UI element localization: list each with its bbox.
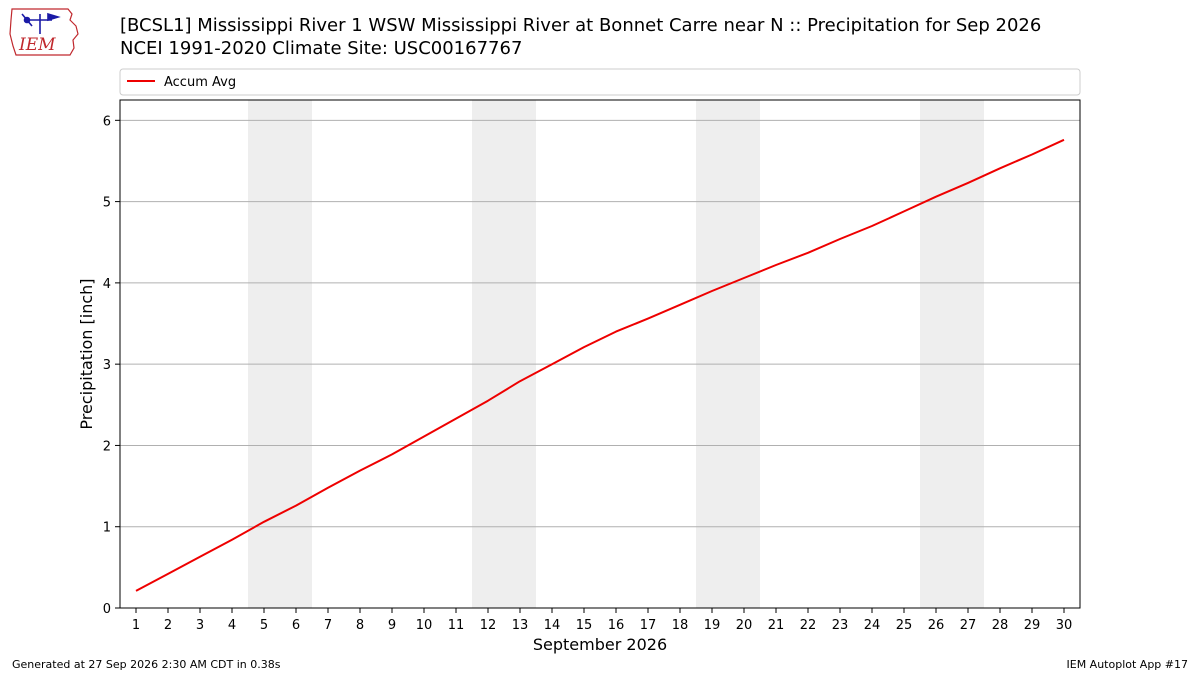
x-tick-label-11: 11: [448, 618, 465, 633]
iowa-outline-icon: [9, 8, 79, 56]
x-tick-label-3: 3: [196, 618, 204, 633]
x-axis-label: September 2026: [533, 635, 667, 654]
x-tick-label-19: 19: [704, 618, 721, 633]
weekend-band-3: [696, 100, 760, 608]
y-tick-label-3: 3: [103, 358, 111, 373]
x-tick-label-5: 5: [260, 618, 268, 633]
x-tick-label-29: 29: [1024, 618, 1041, 633]
x-tick-label-30: 30: [1056, 618, 1073, 633]
logo-text: IEM: [18, 35, 56, 55]
x-tick-label-2: 2: [164, 618, 172, 633]
x-tick-label-9: 9: [388, 618, 396, 633]
x-tick-label-12: 12: [480, 618, 497, 633]
weekend-band-1: [248, 100, 312, 608]
x-tick-label-18: 18: [672, 618, 689, 633]
y-tick-label-5: 5: [103, 196, 111, 211]
x-axis: 1 2 3 4 5 6 7 8 9 10 11 12 13 14 15 16 17 18 19 20 21 22 23 24 2…: [132, 608, 1072, 633]
x-tick-label-13: 13: [512, 618, 529, 633]
y-tick-label-1: 1: [103, 521, 111, 536]
x-tick-label-23: 23: [832, 618, 849, 633]
x-tick-label-22: 22: [800, 618, 817, 633]
footer-generated: Generated at 27 Sep 2026 2:30 AM CDT in …: [12, 658, 281, 671]
x-tick-label-20: 20: [736, 618, 753, 633]
x-tick-label-10: 10: [416, 618, 433, 633]
legend-label-accum-avg: Accum Avg: [164, 75, 236, 90]
x-tick-label-27: 27: [960, 618, 977, 633]
x-tick-label-15: 15: [576, 618, 593, 633]
weekend-band-4: [920, 100, 984, 608]
x-tick-label-25: 25: [896, 618, 913, 633]
y-axis: 0 1 2 3 4 5 6: [103, 114, 120, 617]
plot-frame: [119, 99, 1081, 609]
x-tick-label-26: 26: [928, 618, 945, 633]
weekend-band-2: [472, 100, 536, 608]
x-tick-label-28: 28: [992, 618, 1009, 633]
x-tick-label-17: 17: [640, 618, 657, 633]
footer-app: IEM Autoplot App #17: [1067, 658, 1189, 671]
chart-subtitle: NCEI 1991-2020 Climate Site: USC00167767: [120, 38, 522, 59]
chart-title: [BCSL1] Mississippi River 1 WSW Mississi…: [120, 15, 1041, 36]
y-tick-label-6: 6: [103, 114, 111, 129]
x-tick-label-8: 8: [356, 618, 364, 633]
y-tick-label-2: 2: [103, 439, 111, 454]
x-tick-label-21: 21: [768, 618, 785, 633]
y-tick-label-4: 4: [103, 277, 111, 292]
legend: Accum Avg: [119, 68, 1081, 96]
x-tick-label-7: 7: [324, 618, 332, 633]
weekend-bands: [248, 100, 984, 608]
y-axis-label: Precipitation [inch]: [77, 278, 96, 429]
x-tick-label-14: 14: [544, 618, 561, 633]
series-line-accum-avg: [135, 138, 1065, 592]
y-tick-label-0: 0: [103, 602, 111, 617]
x-tick-label-6: 6: [292, 618, 300, 633]
series-layer: [135, 138, 1065, 592]
legend-box: [119, 68, 1081, 96]
x-tick-label-4: 4: [228, 618, 236, 633]
iem-logo: IEM: [9, 8, 79, 56]
x-tick-label-24: 24: [864, 618, 881, 633]
x-tick-label-1: 1: [132, 618, 140, 633]
x-tick-label-16: 16: [608, 618, 625, 633]
weather-station-icon: [21, 12, 61, 34]
